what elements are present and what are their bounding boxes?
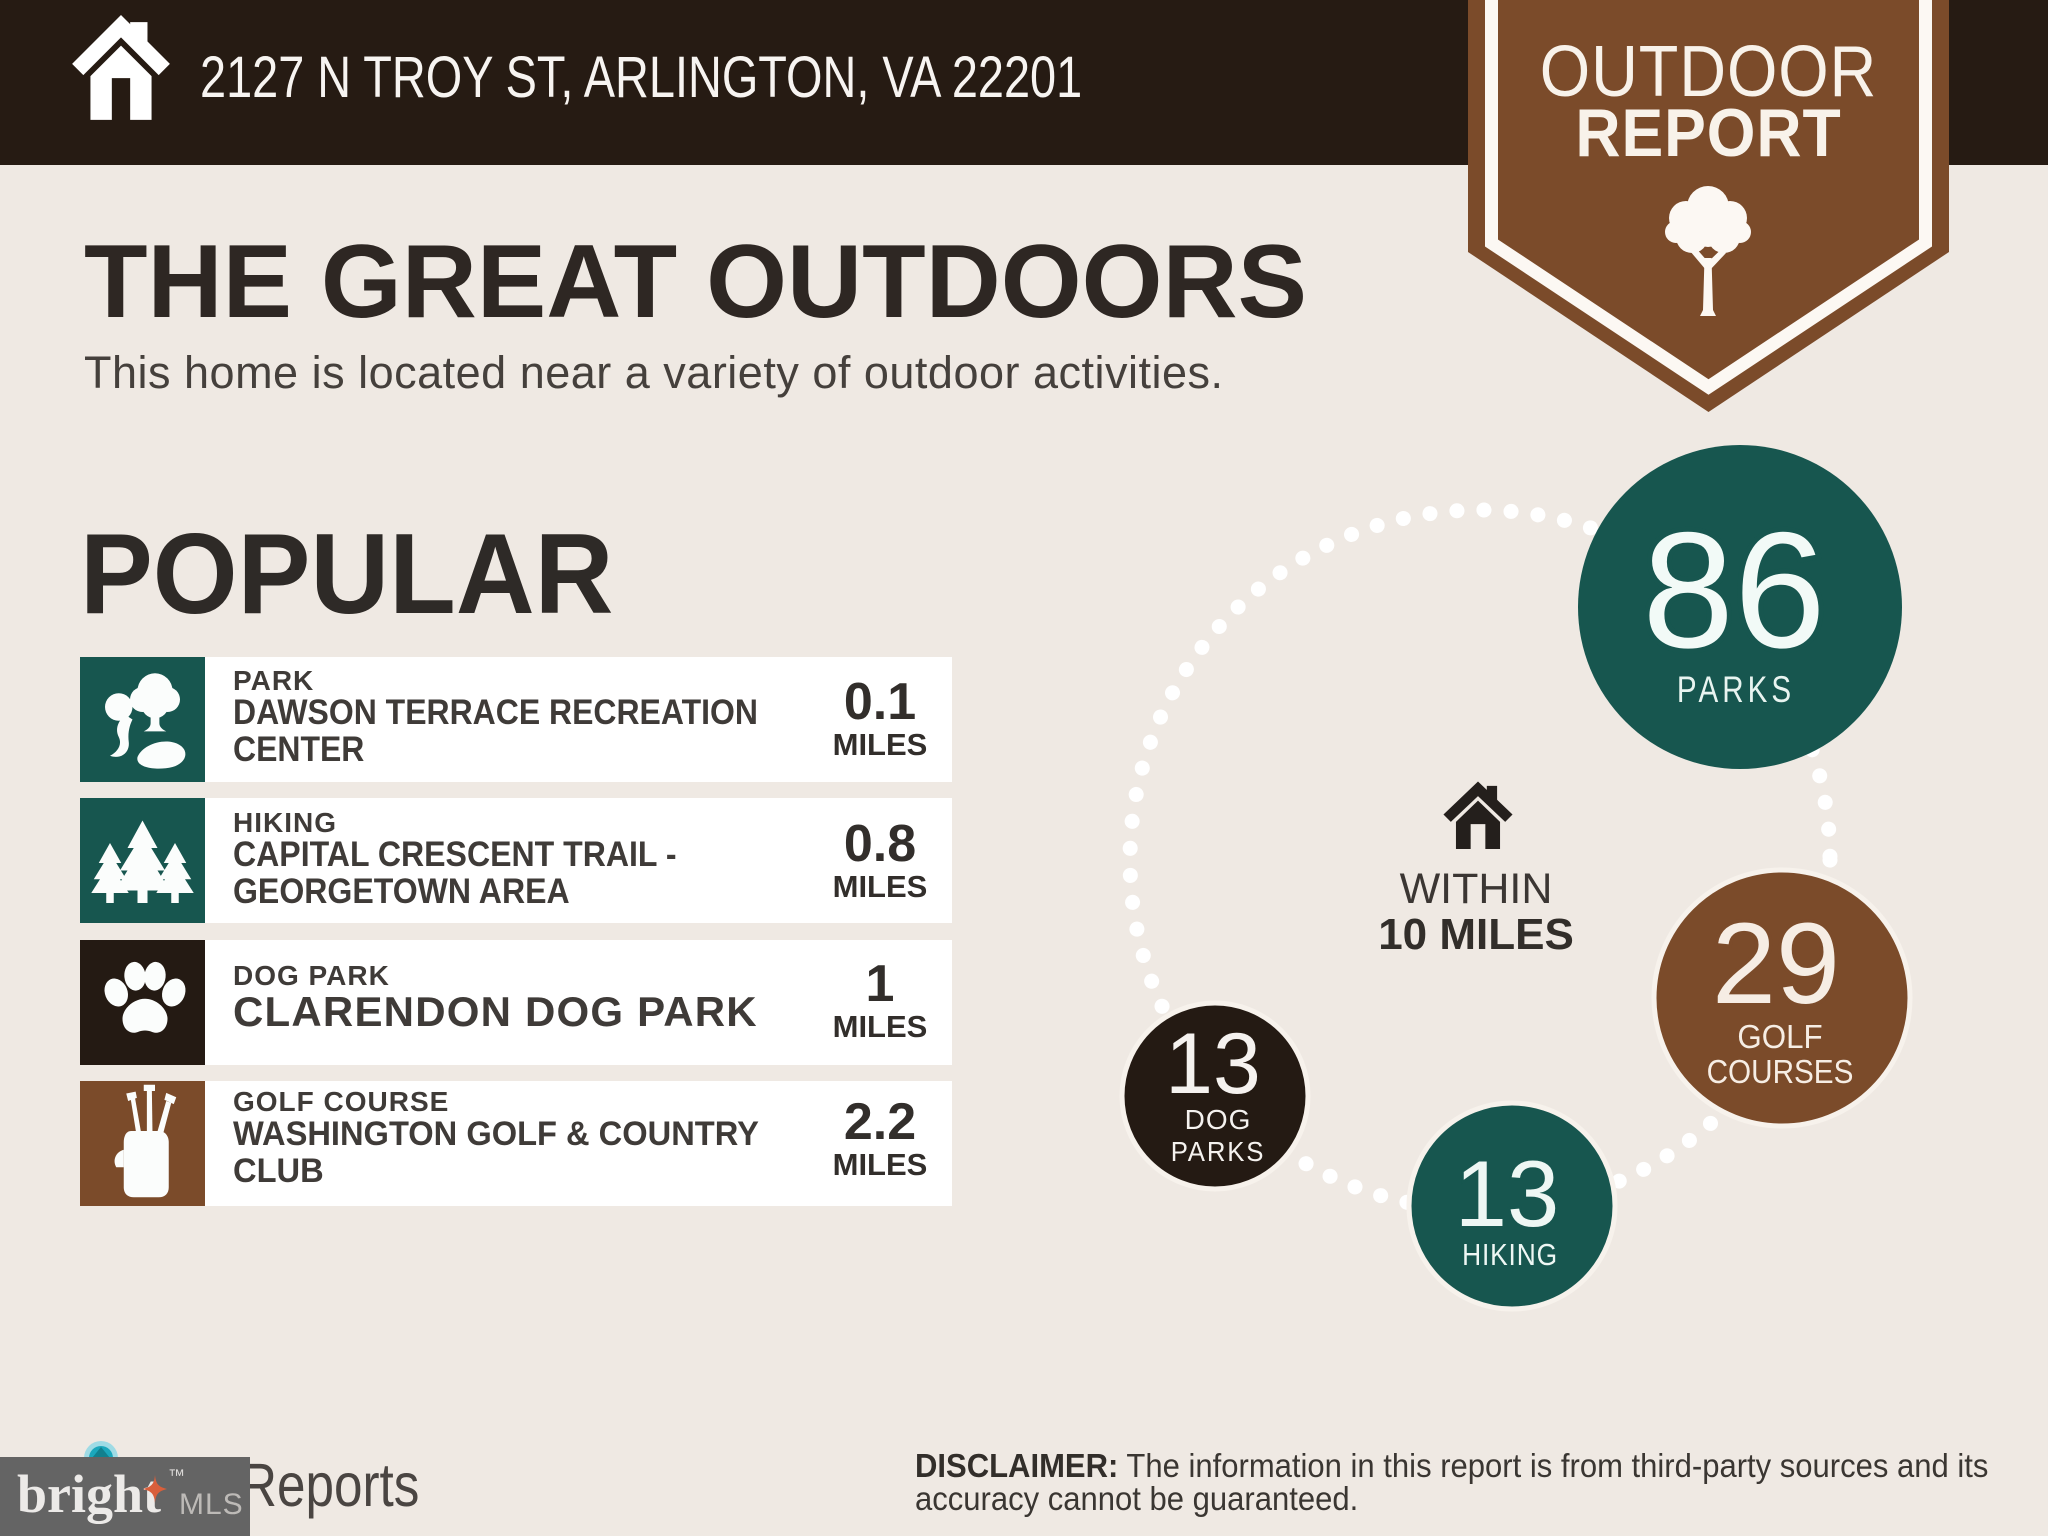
- svg-text:GOLF: GOLF: [1737, 1018, 1822, 1055]
- svg-text:86: 86: [1642, 498, 1826, 682]
- svg-text:13: 13: [1455, 1141, 1560, 1246]
- svg-text:PARKS: PARKS: [1677, 670, 1795, 711]
- svg-text:13: 13: [1165, 1016, 1261, 1112]
- svg-text:29: 29: [1712, 900, 1840, 1028]
- svg-text:COURSES: COURSES: [1707, 1054, 1854, 1091]
- svg-text:OUTDOOR: OUTDOOR: [1540, 31, 1877, 112]
- svg-text:PARKS: PARKS: [1171, 1136, 1266, 1167]
- svg-text:DOG: DOG: [1185, 1104, 1252, 1135]
- svg-text:HIKING: HIKING: [1462, 1238, 1558, 1272]
- svg-text:REPORT: REPORT: [1575, 95, 1841, 171]
